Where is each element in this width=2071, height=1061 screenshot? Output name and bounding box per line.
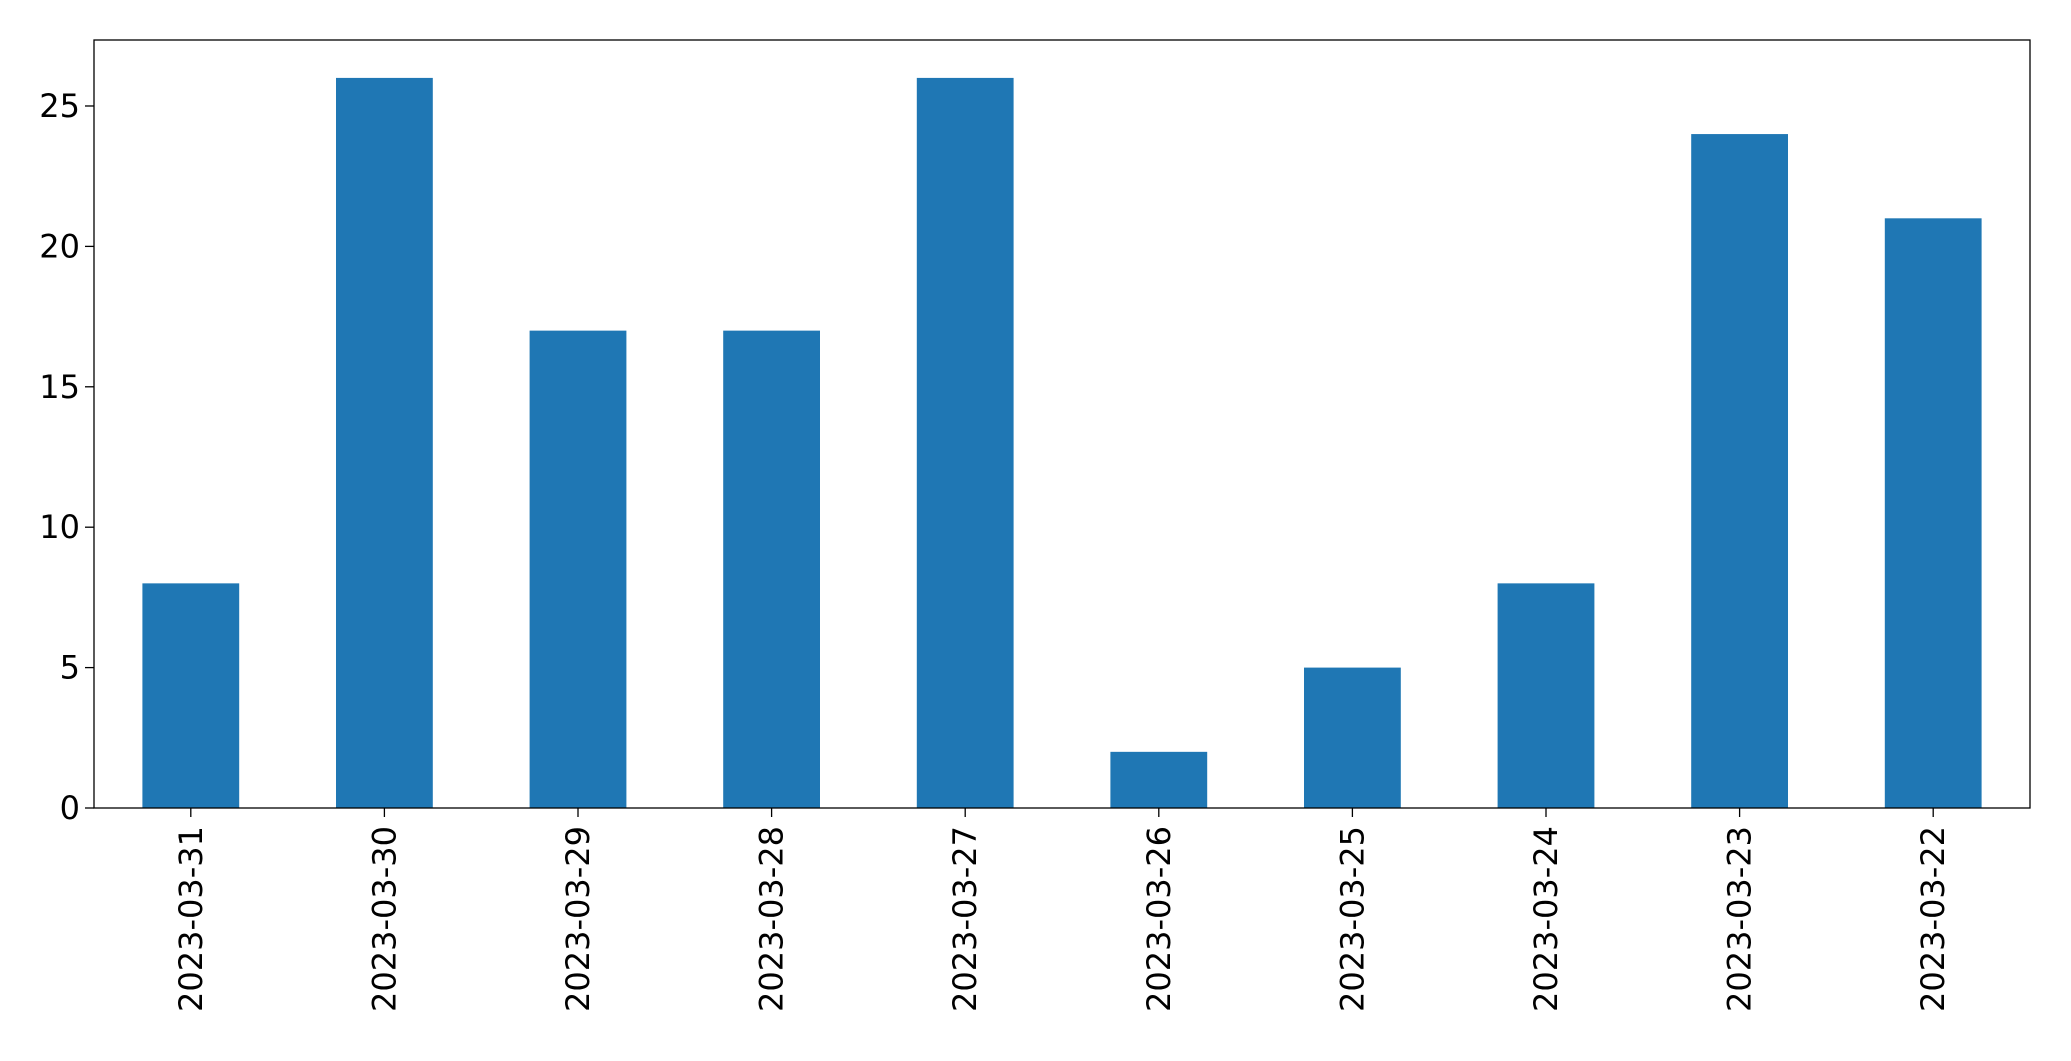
x-tick-label: 2023-03-29 [559, 826, 597, 1012]
bar [1884, 218, 1982, 808]
bar [336, 77, 433, 809]
y-tick-label: 5 [60, 649, 80, 687]
y-tick-label: 0 [60, 789, 80, 827]
x-tick-label: 2023-03-25 [1333, 826, 1371, 1012]
x-tick-label: 2023-03-31 [172, 826, 210, 1012]
x-tick-label: 2023-03-28 [753, 826, 791, 1012]
x-tick-label: 2023-03-24 [1527, 826, 1565, 1012]
y-tick-label: 25 [39, 87, 80, 125]
x-tick-label: 2023-03-22 [1914, 826, 1952, 1012]
y-tick-label: 15 [39, 368, 80, 406]
bar [1691, 134, 1788, 809]
x-tick-label: 2023-03-26 [1140, 826, 1178, 1012]
bar [529, 330, 627, 808]
x-tick-label: 2023-03-30 [365, 826, 403, 1012]
y-tick-label: 10 [39, 508, 80, 546]
bar [142, 583, 240, 808]
bar [1497, 583, 1595, 808]
bar [1110, 751, 1208, 808]
x-tick-label: 2023-03-27 [946, 826, 984, 1012]
bar [1304, 667, 1401, 808]
bar [916, 77, 1014, 809]
y-tick-label: 20 [39, 227, 80, 265]
x-tick-label: 2023-03-23 [1721, 826, 1759, 1012]
bar [723, 330, 820, 808]
plot-frame [93, 39, 2031, 809]
